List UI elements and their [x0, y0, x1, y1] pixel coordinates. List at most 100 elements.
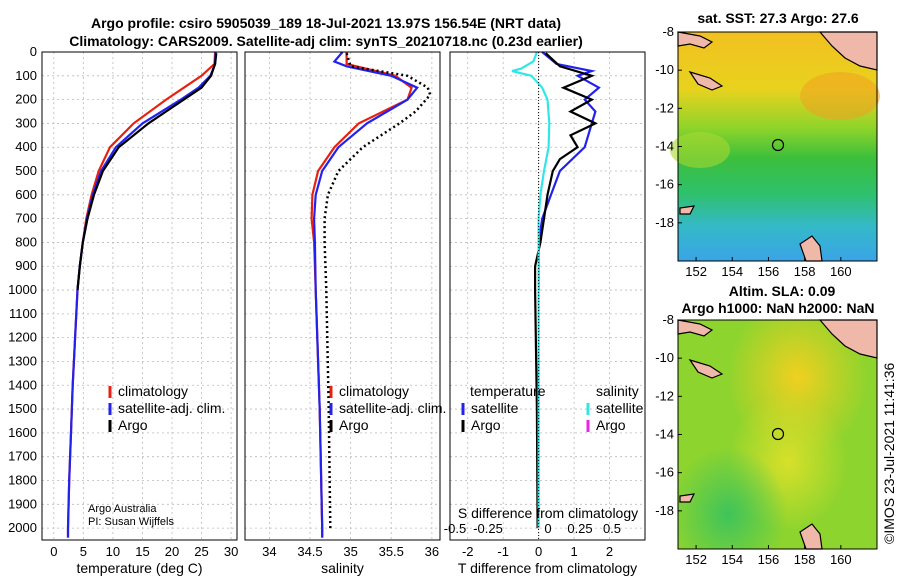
sla_map-y-tick-label: -12 [655, 388, 674, 403]
salinity-panel: 34 34.5 35 35.5 36 salinity climatologysatelli… [244, 51, 446, 576]
salinity-x-tick-label: 35.5 [379, 544, 404, 559]
difference-legend-temperature-title: temperature [470, 383, 546, 399]
credit-line1: Argo Australia [88, 503, 157, 515]
sla_map-y-tick-label: -14 [655, 427, 674, 442]
sla-map-title-line2: Argo h1000: NaN h2000: NaN [682, 300, 875, 316]
sla_map-y-tick-label: -16 [655, 465, 674, 480]
difference-x2-tick-label: 0.5 [603, 521, 621, 536]
depth-tick-label: 1100 [9, 306, 37, 321]
sst_map-x-tick-label: 156 [758, 264, 780, 279]
temperature-x-tick-label: 15 [135, 544, 149, 559]
difference-series-temperature-argo [533, 52, 598, 529]
figure-title-line1: Argo profile: csiro 5905039_189 18-Jul-2… [91, 15, 561, 31]
temperature-series-argo [76, 53, 218, 291]
sla-map: Altim. SLA: 0.09 Argo h1000: NaN h2000: … [655, 283, 878, 567]
sst_map-y-tick-label: -16 [655, 177, 674, 192]
difference-x2-tick-label: -0.5 [444, 521, 466, 536]
depth-tick-label: 0 [30, 44, 37, 59]
sst-warm-patch [800, 72, 880, 120]
sla_map-y-tick-label: -10 [655, 350, 674, 365]
salinity-frame [244, 51, 441, 541]
depth-tick-label: 1400 [8, 377, 37, 392]
temperature-panel: 0100200300400500600700800900100011001200… [8, 44, 238, 576]
difference-x-tick-label: -2 [462, 544, 474, 559]
sla-map-ticks: 152 154 156 158 160 -8 -10 -12 -14 -16 -18 [655, 312, 851, 567]
difference-x-tick-label: 1 [570, 544, 577, 559]
depth-tick-label: 2000 [8, 520, 37, 535]
depth-tick-label: 1200 [8, 330, 37, 345]
figure-title-line2: Climatology: CARS2009. Satellite-adj cli… [69, 33, 583, 49]
sst_map-x-tick-label: 160 [830, 264, 852, 279]
sst_map-y-tick-label: -12 [655, 100, 674, 115]
imos-footer: ©IMOS 23-Jul-2021 11:41:36 [881, 363, 897, 544]
depth-tick-label: 100 [15, 68, 37, 83]
depth-tick-label: 1300 [8, 353, 37, 368]
salinity-x-axis-label: salinity [321, 560, 364, 576]
temperature-x-axis-label: temperature (deg C) [76, 560, 202, 576]
sla-low-patch [678, 320, 877, 549]
sst-map-title: sat. SST: 27.3 Argo: 27.6 [697, 10, 859, 26]
difference-x2-tick-label: 0.25 [567, 521, 592, 536]
sst_map-x-tick-label: 152 [685, 264, 707, 279]
difference-x-tick-label: 0 [535, 544, 542, 559]
salinity-legend-label: Argo [339, 417, 369, 433]
sst_map-y-tick-label: -18 [655, 215, 674, 230]
salinity-legend-label: satellite-adj. clim. [339, 400, 446, 416]
temperature-legend-label: Argo [118, 417, 148, 433]
difference-x-tick-label: -1 [497, 544, 509, 559]
temperature-series-satellite-adj-clim- [66, 51, 217, 538]
sla_map-x-tick-label: 156 [758, 552, 780, 567]
depth-tick-label: 1500 [8, 401, 37, 416]
sst_map-x-tick-label: 158 [794, 264, 816, 279]
depth-tick-label: 500 [15, 163, 37, 178]
difference-x-tick-label: 2 [606, 544, 613, 559]
temperature-x-tick-label: 5 [80, 544, 87, 559]
depth-tick-label: 300 [15, 115, 37, 130]
credit-line2: PI: Susan Wijffels [88, 516, 174, 528]
sst-map-ticks: 152 154 156 158 160 -8 -10 -12 -14 -16 -18 [655, 24, 851, 279]
difference-frame [449, 51, 646, 541]
depth-tick-label: 800 [15, 234, 37, 249]
sla-map-title-line1: Altim. SLA: 0.09 [729, 283, 836, 299]
difference-x2-tick-label: -0.25 [473, 521, 503, 536]
temperature-x-tick-label: 0 [50, 544, 57, 559]
salinity-series-satellite-adj-clim- [312, 51, 419, 538]
sla_map-y-tick-label: -8 [662, 312, 674, 327]
difference-legend-label: Argo [596, 417, 626, 433]
difference-series-salinity-satellite [511, 51, 551, 529]
sla_map-y-tick-label: -18 [655, 503, 674, 518]
sst_map-y-tick-label: -8 [662, 24, 674, 39]
depth-tick-label: 1800 [8, 472, 37, 487]
sst-coastline [677, 31, 878, 262]
depth-tick-label: 1000 [8, 282, 37, 297]
temperature-x-tick-label: 30 [224, 544, 238, 559]
sla-argo-marker [771, 427, 785, 441]
difference-legend-label: Argo [471, 417, 501, 433]
depth-tick-label: 700 [15, 211, 37, 226]
difference-legend-label: satellite [596, 400, 644, 416]
sst_map-y-tick-label: -10 [655, 62, 674, 77]
depth-tick-label: 400 [15, 139, 37, 154]
depth-tick-label: 1900 [8, 496, 37, 511]
depth-tick-label: 600 [15, 187, 37, 202]
difference-panel: -2 -1 0 1 2T difference from climatology S di… [444, 51, 646, 576]
sla_map-x-tick-label: 152 [685, 552, 707, 567]
sst-mid-patch [670, 132, 730, 168]
difference-x2-tick-label: 0 [544, 521, 551, 536]
sla_map-x-tick-label: 160 [830, 552, 852, 567]
salinity-x-tick-label: 35 [343, 544, 357, 559]
temperature-legend-label: climatology [118, 383, 188, 399]
temperature-x-tick-label: 20 [165, 544, 179, 559]
depth-tick-label: 900 [15, 258, 37, 273]
salinity-legend-label: climatology [339, 383, 409, 399]
difference-legend-label: satellite [471, 400, 519, 416]
sla_map-x-tick-label: 158 [794, 552, 816, 567]
temperature-legend-label: satellite-adj. clim. [118, 400, 225, 416]
sst_map-x-tick-label: 154 [721, 264, 743, 279]
difference-series-temperature-satellite [537, 51, 601, 290]
temperature-x-tick-label: 10 [106, 544, 120, 559]
sst-map: sat. SST: 27.3 Argo: 27.6 152 154 156 158 16… [655, 10, 880, 279]
sst_map-y-tick-label: -14 [655, 139, 674, 154]
sla_map-x-tick-label: 154 [721, 552, 743, 567]
